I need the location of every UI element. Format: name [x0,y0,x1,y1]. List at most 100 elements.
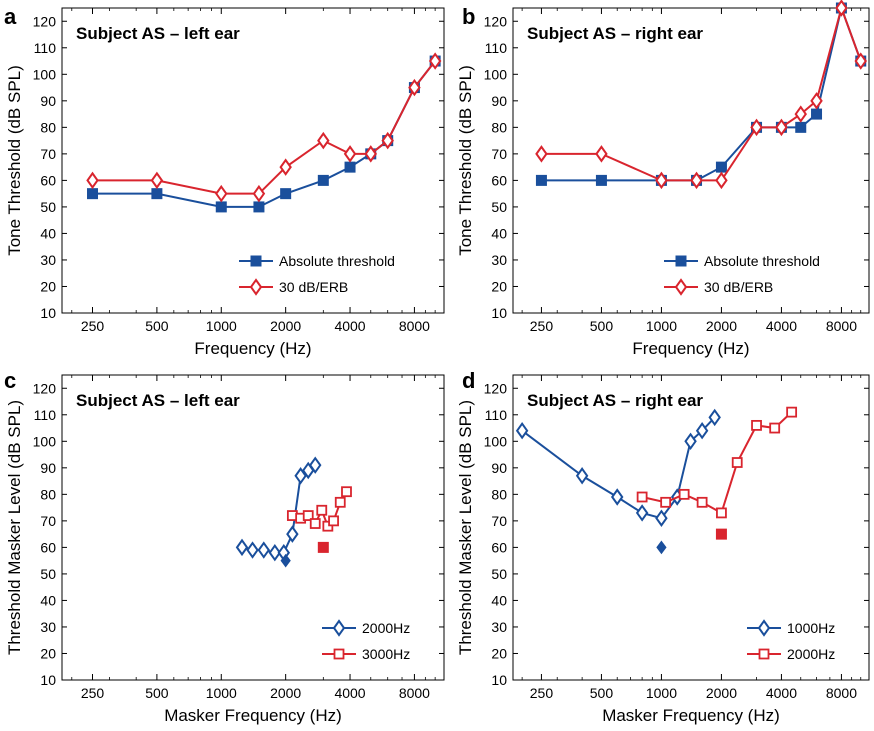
data-point [690,171,703,190]
data-point [253,201,265,213]
plot-frame [61,374,445,681]
y-tick-label: 100 [33,433,57,449]
x-tick-label: 500 [590,318,614,334]
y-tick-label: 70 [491,146,507,162]
x-tick-label: 8000 [399,318,430,334]
data-point [635,504,649,522]
x-tick-label: 4000 [766,685,797,701]
data-point [408,78,421,97]
data-point [695,421,709,440]
x-axis-label: Masker Frequency (Hz) [602,706,780,725]
y-tick-label: 80 [491,486,507,502]
x-axis-label: Masker Frequency (Hz) [164,706,342,725]
y-tick-label: 40 [40,592,56,608]
x-tick-label: 500 [590,685,614,701]
data-point [854,52,867,70]
panel-letter: d [462,368,475,393]
data-point [317,131,330,150]
legend-label: 30 dB/ERB [279,279,348,295]
data-point [344,161,356,173]
x-tick-label: 250 [81,318,105,334]
chart-title: Subject AS – left ear [76,24,240,43]
data-point [381,131,394,150]
data-point [794,105,807,123]
data-point [235,538,249,557]
x-tick-label: 2000 [706,685,737,701]
y-tick-label: 60 [491,539,507,555]
y-tick-label: 30 [40,619,56,635]
legend-label: 3000Hz [362,646,410,662]
data-point [343,145,357,163]
series-30-db-erb [535,0,867,190]
chart-title: Subject AS – right ear [527,24,703,43]
data-point [684,432,697,451]
data-point [286,525,299,543]
data-point [86,171,99,190]
data-point [257,541,270,559]
y-tick-label: 120 [484,13,508,29]
y-axis-label: Threshold Masker Level (dB SPL) [5,400,24,655]
legend-entry: 2000Hz [322,619,410,637]
series-30-db-erb [86,52,442,203]
x-axis-label: Frequency (Hz) [194,339,311,358]
y-axis-label: Threshold Masker Level (dB SPL) [456,400,475,655]
legend-entry: Absolute threshold [664,253,820,269]
y-tick-label: 80 [40,486,56,502]
y-tick-label: 40 [40,225,56,241]
y-tick-label: 100 [484,66,508,82]
panel-letter: c [4,368,16,393]
legend-label: 2000Hz [362,620,410,636]
data-point [535,145,548,163]
legend-entry: 30 dB/ERB [664,278,773,296]
y-tick-label: 40 [491,225,507,241]
data-point [595,174,607,186]
data-point [655,509,668,527]
data-point [716,507,727,519]
legend-label: 2000Hz [787,646,835,662]
panel-letter: a [4,4,17,29]
chart-panel-c: c 10 20 30 40 50 60 70 80 90 100 110 120 250 500 1000 20… [4,368,445,725]
y-tick-label: 50 [40,199,56,215]
x-tick-label: 1000 [646,318,677,334]
data-point [535,174,547,186]
legend-label: 30 dB/ERB [704,279,773,295]
x-tick-label: 250 [530,685,554,701]
x-tick-label: 8000 [826,685,857,701]
y-tick-label: 110 [34,407,57,423]
plot-frame [512,374,870,681]
data-point [610,488,624,506]
y-tick-label: 90 [491,460,507,476]
data-point [636,491,648,503]
data-point [678,488,690,500]
y-tick-label: 110 [485,40,508,56]
x-tick-label: 1000 [646,685,677,701]
y-tick-label: 60 [40,539,56,555]
data-point [835,0,848,17]
data-point [294,467,307,485]
isolated-data-point [280,553,291,568]
legend-marker [758,648,770,660]
legend-marker [332,619,346,637]
legend-marker [250,255,262,267]
legend-marker [757,619,771,637]
y-tick-label: 50 [491,566,507,582]
x-tick-label: 4000 [766,318,797,334]
x-tick-label: 250 [81,685,105,701]
legend-marker [674,278,688,296]
series-2000hz [235,456,322,562]
chart-panel-a: a 10 20 30 40 50 60 70 80 90 100 110 120 250 500 1000 20… [4,4,445,358]
y-tick-label: 30 [491,619,507,635]
x-tick-label: 500 [145,318,169,334]
data-point [715,171,728,190]
data-point [810,92,823,110]
data-point [316,504,328,516]
data-point [786,406,798,418]
y-tick-label: 50 [40,566,56,582]
data-point [769,422,781,434]
data-point [696,496,708,508]
data-point [751,419,762,431]
y-tick-label: 40 [491,592,507,608]
data-point [660,496,672,508]
legend-entry: 1000Hz [747,619,835,637]
